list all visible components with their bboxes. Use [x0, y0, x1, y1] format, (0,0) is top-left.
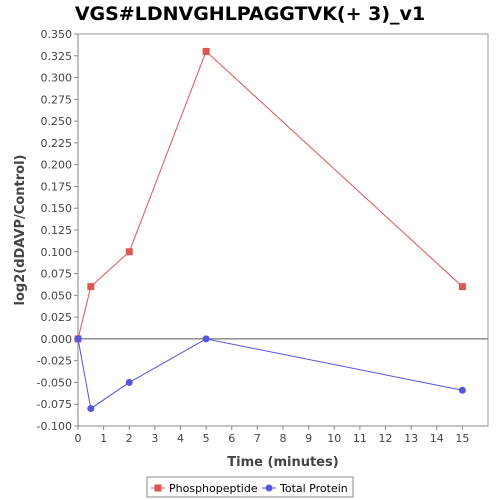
data-point	[74, 335, 82, 343]
x-tick-label: 14	[430, 432, 444, 445]
y-tick-label: -0.050	[37, 376, 72, 389]
x-tick-label: 13	[404, 432, 418, 445]
data-point	[125, 378, 133, 386]
legend-marker	[265, 484, 273, 492]
x-tick-label: 12	[379, 432, 393, 445]
x-tick-label: 8	[280, 432, 287, 445]
x-tick-label: 1	[100, 432, 107, 445]
data-point	[87, 405, 95, 413]
legend-label: Phosphopeptide	[169, 482, 258, 495]
x-tick-label: 3	[151, 432, 158, 445]
y-tick-label: 0.325	[41, 50, 73, 63]
y-tick-label: 0.300	[41, 72, 73, 85]
plot-area	[77, 33, 489, 427]
y-tick-label: 0.275	[41, 93, 73, 106]
x-tick-label: 2	[126, 432, 133, 445]
legend-marker	[154, 484, 162, 492]
data-point	[202, 47, 210, 55]
y-tick-label: 0.200	[41, 159, 73, 172]
x-tick-label: 7	[254, 432, 261, 445]
y-tick-label: -0.075	[37, 398, 72, 411]
data-point	[458, 283, 466, 291]
y-tick-label: 0.250	[41, 115, 73, 128]
legend-box	[146, 476, 354, 498]
y-tick-label: -0.100	[37, 420, 72, 433]
y-tick-label: 0.025	[41, 311, 73, 324]
data-point	[87, 283, 95, 291]
legend: Phosphopeptide Total Protein	[146, 476, 354, 498]
y-tick-label: 0.100	[41, 246, 73, 259]
x-axis: 0 1 2 3 4 5 6 7 8 9 10 11 12 13 14 15	[75, 425, 488, 445]
y-tick-label: 0.225	[41, 137, 73, 150]
x-tick-label: 6	[228, 432, 235, 445]
x-tick-label: 15	[455, 432, 469, 445]
y-tick-label: 0.000	[41, 333, 73, 346]
y-tick-label: 0.075	[41, 268, 73, 281]
y-axis: -0.100 -0.075 -0.050 -0.025 0.000 0.025 0.050 0…	[37, 28, 79, 433]
x-tick-label: 10	[327, 432, 341, 445]
y-tick-label: 0.150	[41, 202, 73, 215]
series-2	[74, 335, 466, 413]
series-group	[74, 47, 466, 413]
data-point	[202, 335, 210, 343]
legend-label: Total Protein	[279, 482, 348, 495]
chart-title: VGS#LDNVGHLPAGGTVK(+ 3)_v1	[75, 3, 425, 25]
data-point	[125, 248, 133, 256]
x-tick-label: 5	[203, 432, 210, 445]
data-point	[458, 386, 466, 394]
y-axis-label: log2(dDAVP/Control)	[13, 155, 28, 306]
x-tick-label: 0	[75, 432, 82, 445]
y-tick-label: 0.050	[41, 289, 73, 302]
x-tick-label: 9	[305, 432, 312, 445]
x-axis-label: Time (minutes)	[227, 455, 338, 470]
x-tick-label: 11	[353, 432, 367, 445]
y-tick-label: 0.125	[41, 224, 73, 237]
y-tick-label: -0.025	[37, 355, 72, 368]
y-tick-label: 0.350	[41, 28, 73, 41]
y-tick-label: 0.175	[41, 180, 73, 193]
x-tick-label: 4	[177, 432, 184, 445]
